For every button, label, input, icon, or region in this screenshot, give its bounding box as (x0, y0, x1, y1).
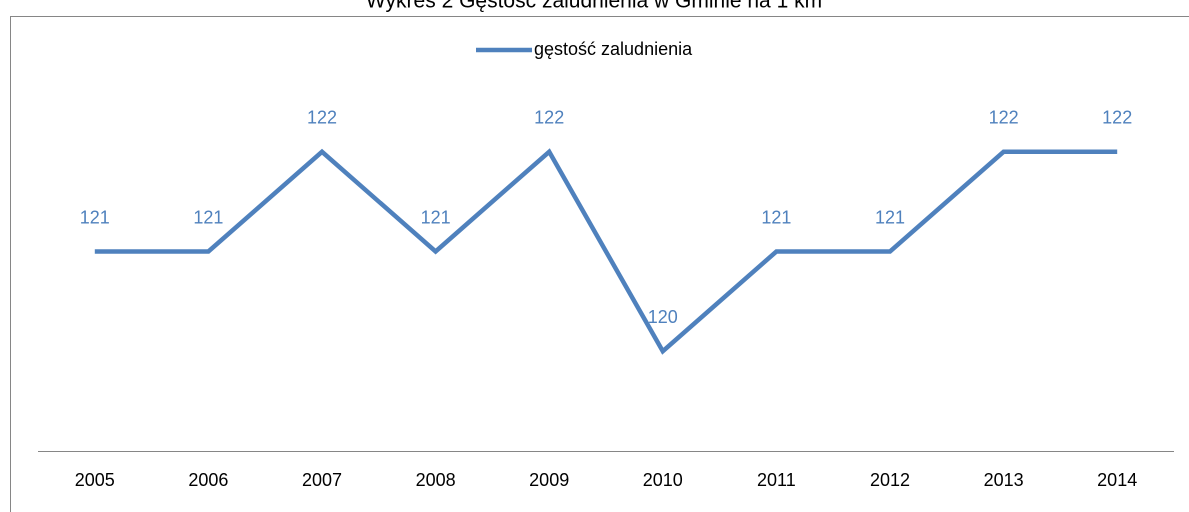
x-tick-label: 2007 (302, 470, 342, 490)
data-label: 122 (1102, 108, 1132, 128)
x-tick-label: 2008 (416, 470, 456, 490)
data-label: 120 (648, 307, 678, 327)
data-line (94, 148, 1118, 355)
x-tick-label: 2012 (870, 470, 910, 490)
x-tick-label: 2009 (529, 470, 569, 490)
x-tick-label: 2014 (1097, 470, 1137, 490)
data-label: 122 (534, 108, 564, 128)
data-label: 122 (989, 108, 1019, 128)
data-label: 121 (761, 207, 791, 227)
chart-title: Wykres 2 Gęstość zaludnienia w Gminie na… (366, 0, 822, 13)
x-tick-label: 2013 (984, 470, 1024, 490)
x-tick-label: 2010 (643, 470, 683, 490)
data-label: 121 (80, 207, 110, 227)
chart-frame (10, 16, 1189, 512)
x-tick-label: 2005 (75, 470, 115, 490)
legend-label: gęstość zaludnienia (534, 39, 693, 59)
x-tick-label: 2011 (757, 470, 796, 490)
x-tick-label: 2006 (188, 470, 228, 490)
data-label: 121 (875, 207, 905, 227)
data-label: 121 (421, 207, 451, 227)
data-label: 122 (307, 108, 337, 128)
data-label: 121 (193, 207, 223, 227)
